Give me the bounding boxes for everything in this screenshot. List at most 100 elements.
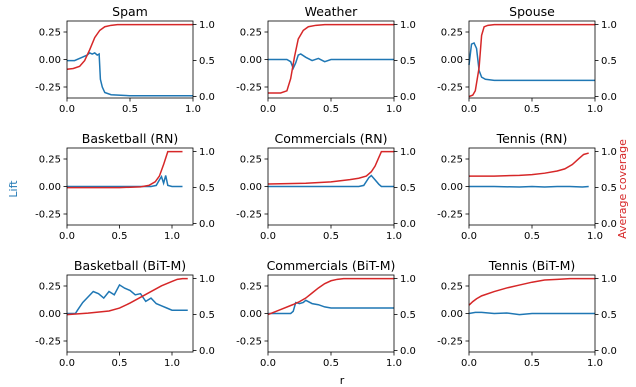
right-y-tick-label: 0.5 [601, 56, 617, 67]
right-y-tick-label: 1.0 [400, 20, 416, 31]
x-tick-label: 1.0 [587, 358, 603, 369]
left-y-tick-label: 0.00 [39, 55, 61, 66]
right-y-tick-label: 0.5 [199, 183, 215, 194]
right-y-tick-label: 0.0 [601, 346, 617, 357]
left-y-tick-label: 0.00 [39, 309, 61, 320]
right-y-tick-label: 0.5 [400, 310, 416, 321]
subplot-7: Basketball (BiT-M) 0.0 0.5 1.0 0.25 0.00 -0.25… [35, 258, 215, 369]
subplot-title: Spouse [509, 4, 555, 19]
right-y-tick-label: 0.0 [199, 346, 215, 357]
lift-axis-label: Lift [7, 180, 20, 198]
subplot-title: Tennis (RN) [496, 131, 568, 146]
x-tick-label: 0.5 [323, 104, 339, 115]
right-y-tick-label: 0.0 [199, 219, 215, 230]
coverage-line [66, 23, 193, 70]
x-tick-label: 0.0 [59, 104, 75, 115]
left-y-tick-label: -0.25 [437, 83, 463, 94]
subplot-title: Tennis (BiT-M) [488, 258, 576, 273]
left-y-tick-label: 0.25 [441, 28, 463, 39]
left-y-tick-label: -0.25 [236, 337, 262, 348]
x-tick-label: 0.0 [461, 231, 477, 242]
subplot-title: Weather [305, 4, 358, 19]
left-y-tick-label: 0.25 [240, 282, 262, 293]
subplot-6: Tennis (RN) 0.0 0.5 1.0 0.25 0.00 -0.25 1.0 0.5 0… [437, 131, 617, 242]
left-y-tick-label: -0.25 [35, 337, 61, 348]
right-y-tick-label: 1.0 [400, 274, 416, 285]
r-axis-label: r [340, 374, 345, 387]
subplot-title: Basketball (BiT-M) [74, 258, 186, 273]
left-y-tick-label: 0.00 [441, 182, 463, 193]
x-tick-label: 1.0 [164, 231, 180, 242]
subplot-title: Commercials (RN) [274, 131, 387, 146]
right-y-tick-label: 0.5 [400, 56, 416, 67]
subplot-2: Weather 0.0 0.5 1.0 0.25 0.00 -0.25 1.0 0.5 0.0 [236, 4, 416, 115]
right-y-tick-label: 0.0 [199, 92, 215, 103]
right-y-tick-label: 0.5 [199, 56, 215, 67]
left-y-tick-label: 0.00 [441, 55, 463, 66]
left-y-tick-label: 0.25 [39, 155, 61, 166]
lift-line [468, 42, 595, 82]
x-tick-label: 0.0 [260, 104, 276, 115]
coverage-line [268, 23, 394, 94]
right-y-tick-label: 0.5 [601, 183, 617, 194]
x-tick-label: 0.0 [260, 231, 276, 242]
left-y-tick-label: 0.00 [441, 309, 463, 320]
x-tick-label: 0.5 [112, 358, 128, 369]
coverage-line [67, 150, 183, 189]
subplot-5: Commercials (RN) 0.0 0.5 1.0 0.25 0.00 -0.25 1.… [236, 131, 416, 242]
subplot-grid: Spam 0.0 0.5 1.0 0.25 0.00 -0.25 1.0 0.5 0.0 Weath… [35, 4, 617, 369]
right-y-tick-label: 1.0 [199, 20, 215, 31]
subplot-1: Spam 0.0 0.5 1.0 0.25 0.00 -0.25 1.0 0.5 0.0 [35, 4, 215, 115]
subplot-8: Commercials (BiT-M) 0.0 0.5 1.0 0.25 0.00 -0.2… [236, 258, 416, 369]
x-tick-label: 1.0 [185, 104, 201, 115]
x-tick-label: 0.0 [461, 358, 477, 369]
left-y-tick-label: -0.25 [437, 210, 463, 221]
subplot-9: Tennis (BiT-M)0.0 0.5 1.00.250.00-0.251.00… [437, 258, 617, 369]
lift-line [268, 299, 394, 315]
coverage-line [66, 277, 188, 316]
x-tick-label: 0.5 [524, 231, 540, 242]
right-y-tick-label: 0.0 [400, 219, 416, 230]
right-y-tick-label: 1.0 [199, 147, 215, 158]
left-y-tick-label: -0.25 [35, 210, 61, 221]
subplot-3: Spouse 0.0 0.5 1.0 0.25 0.00 -0.25 1.0 0.5 0.0 [437, 4, 617, 115]
left-y-tick-label: 0.25 [441, 282, 463, 293]
lift-line [67, 52, 193, 97]
lift-line [67, 174, 183, 188]
left-y-tick-label: -0.25 [437, 337, 463, 348]
subplot-title: Basketball (RN) [82, 131, 178, 146]
subplot-title: Commercials (BiT-M) [267, 258, 396, 273]
coverage-line [468, 23, 595, 98]
right-y-tick-label: 1.0 [601, 147, 617, 158]
right-y-tick-label: 0.0 [601, 92, 617, 103]
right-y-tick-label: 0.5 [199, 310, 215, 321]
left-y-tick-label: 0.25 [441, 155, 463, 166]
x-tick-label: 0.5 [323, 231, 339, 242]
subplot-title: Spam [112, 4, 148, 19]
lift-line [469, 185, 589, 188]
left-y-tick-label: 0.00 [39, 182, 61, 193]
plot-frame [468, 20, 596, 99]
x-tick-label: 0.0 [461, 104, 477, 115]
right-y-tick-label: 0.0 [601, 219, 617, 230]
left-y-tick-label: 0.00 [240, 55, 262, 66]
right-y-tick-label: 0.5 [400, 183, 416, 194]
coverage-line [267, 277, 394, 316]
lift-line [268, 53, 394, 71]
left-y-tick-label: 0.00 [240, 309, 262, 320]
right-y-tick-label: 1.0 [400, 147, 416, 158]
left-y-tick-label: 0.00 [240, 182, 262, 193]
x-tick-label: 1.0 [587, 231, 603, 242]
x-tick-label: 0.0 [59, 231, 75, 242]
average-coverage-axis-label: Average coverage [616, 139, 629, 239]
left-y-tick-label: -0.25 [35, 83, 61, 94]
left-y-tick-label: -0.25 [236, 210, 262, 221]
right-y-tick-label: 1.0 [199, 274, 215, 285]
coverage-line [267, 150, 394, 185]
right-y-tick-label: 1.0 [601, 274, 617, 285]
x-tick-label: 0.5 [524, 104, 540, 115]
x-tick-label: 0.0 [59, 358, 75, 369]
x-tick-label: 0.0 [260, 358, 276, 369]
left-y-tick-label: 0.25 [39, 282, 61, 293]
